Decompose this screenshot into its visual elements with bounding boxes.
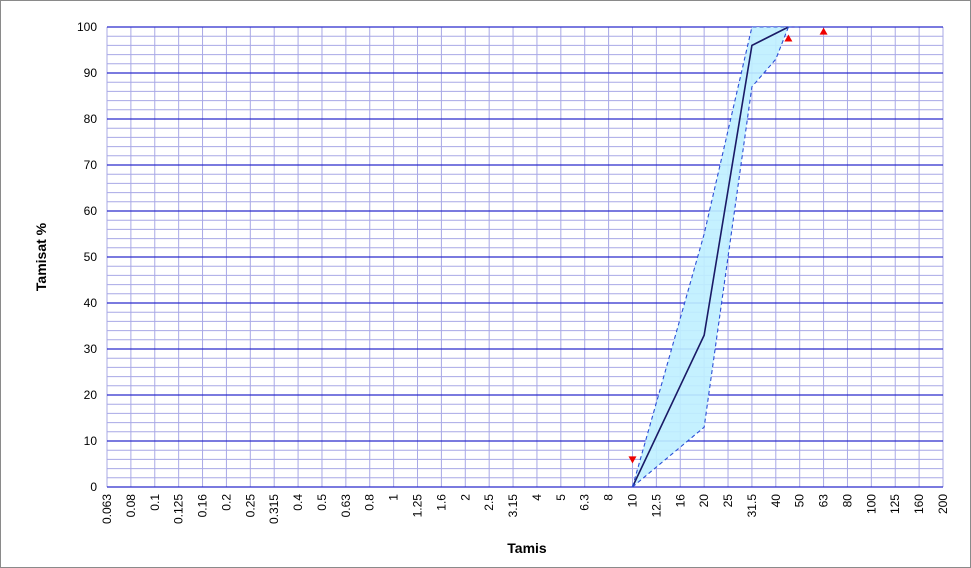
y-tick-label: 70 [84, 158, 98, 172]
envelope [632, 27, 800, 487]
x-tick-label: 12.5 [649, 494, 663, 518]
series-curve [631, 26, 789, 488]
x-tick-label: 0.08 [124, 494, 138, 518]
x-tick-label: 0.315 [267, 494, 281, 524]
x-tick-label: 50 [793, 494, 807, 508]
x-tick-label: 100 [864, 494, 878, 514]
x-tick-label: 125 [888, 494, 902, 514]
y-tick-label: 30 [84, 342, 98, 356]
x-tick-label: 4 [530, 494, 544, 501]
x-tick-label: 0.63 [339, 494, 353, 518]
y-tick-label: 10 [84, 434, 98, 448]
x-tick-label: 1 [387, 494, 401, 501]
y-tick-label: 50 [84, 250, 98, 264]
x-tick-label: 1.6 [434, 494, 448, 511]
x-tick-label: 10 [625, 494, 639, 508]
y-tick-label: 90 [84, 66, 98, 80]
x-tick-label: 40 [769, 494, 783, 508]
x-tick-label: 31.5 [745, 494, 759, 518]
x-tick-label: 2.5 [482, 494, 496, 511]
y-axis-title: Tamisat % [33, 222, 49, 291]
y-tick-label: 40 [84, 296, 98, 310]
marker-triangle-up [784, 34, 793, 42]
y-tick-label: 20 [84, 388, 98, 402]
x-tick-label: 5 [554, 494, 568, 501]
x-tick-label: 0.4 [291, 494, 305, 511]
x-tick-label: 0.8 [363, 494, 377, 511]
x-tick-label: 80 [840, 494, 854, 508]
x-tick-label: 3.15 [506, 494, 520, 518]
x-axis-title: Tamis [507, 540, 547, 556]
x-tick-label: 0.1 [148, 494, 162, 511]
y-tick-label: 100 [77, 20, 97, 34]
y-tick-label: 60 [84, 204, 98, 218]
y-tick-label: 0 [90, 480, 97, 494]
series-lower-limit [632, 26, 789, 488]
envelope-fill [632, 27, 800, 487]
x-tick-label: 63 [817, 494, 831, 508]
x-tick-label: 0.25 [243, 494, 257, 518]
x-tick-label: 0.16 [196, 494, 210, 518]
series-upper-limit [631, 26, 800, 488]
x-tick-label: 2 [458, 494, 472, 501]
x-tick-label: 16 [673, 494, 687, 508]
y-axis-ticks: 0 10 20 30 40 50 60 70 80 90 100 [77, 20, 97, 494]
markers [628, 27, 828, 464]
minor-grid [106, 27, 944, 487]
x-tick-label: 1.25 [411, 494, 425, 518]
x-tick-label: 0.125 [172, 494, 186, 524]
x-tick-label: 0.5 [315, 494, 329, 511]
x-tick-label: 200 [936, 494, 950, 514]
marker-triangle-up [819, 27, 828, 35]
x-tick-label: 25 [721, 494, 735, 508]
x-axis-ticks: 0.063 0.08 0.1 0.125 0.16 0.2 0.25 0.315 0.4 0.5 0… [100, 494, 950, 524]
x-tick-label: 160 [912, 494, 926, 514]
curves [631, 26, 800, 488]
major-grid [107, 26, 943, 488]
marker-triangle-down [628, 456, 637, 464]
x-tick-label: 20 [697, 494, 711, 508]
x-tick-label: 8 [602, 494, 616, 501]
x-tick-label: 0.2 [219, 494, 233, 511]
x-tick-label: 0.063 [100, 494, 114, 524]
x-tick-label: 6.3 [578, 494, 592, 511]
y-tick-label: 80 [84, 112, 98, 126]
